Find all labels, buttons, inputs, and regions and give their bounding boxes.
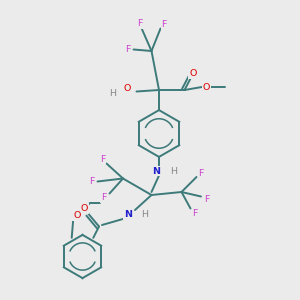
Text: F: F	[137, 19, 142, 28]
Text: F: F	[192, 209, 198, 218]
Text: F: F	[125, 45, 130, 54]
Text: F: F	[89, 177, 94, 186]
Text: H: H	[141, 210, 148, 219]
Text: F: F	[198, 169, 204, 178]
Text: N: N	[124, 210, 132, 219]
Text: F: F	[161, 20, 167, 29]
Text: F: F	[101, 193, 106, 202]
Text: O: O	[202, 82, 210, 91]
Text: H: H	[170, 167, 177, 176]
Text: O: O	[124, 84, 131, 93]
Text: O: O	[73, 211, 80, 220]
Text: F: F	[204, 195, 210, 204]
Text: O: O	[81, 204, 88, 213]
Text: H: H	[109, 88, 116, 98]
Text: N: N	[153, 167, 160, 176]
Text: O: O	[189, 69, 197, 78]
Text: F: F	[100, 154, 106, 164]
